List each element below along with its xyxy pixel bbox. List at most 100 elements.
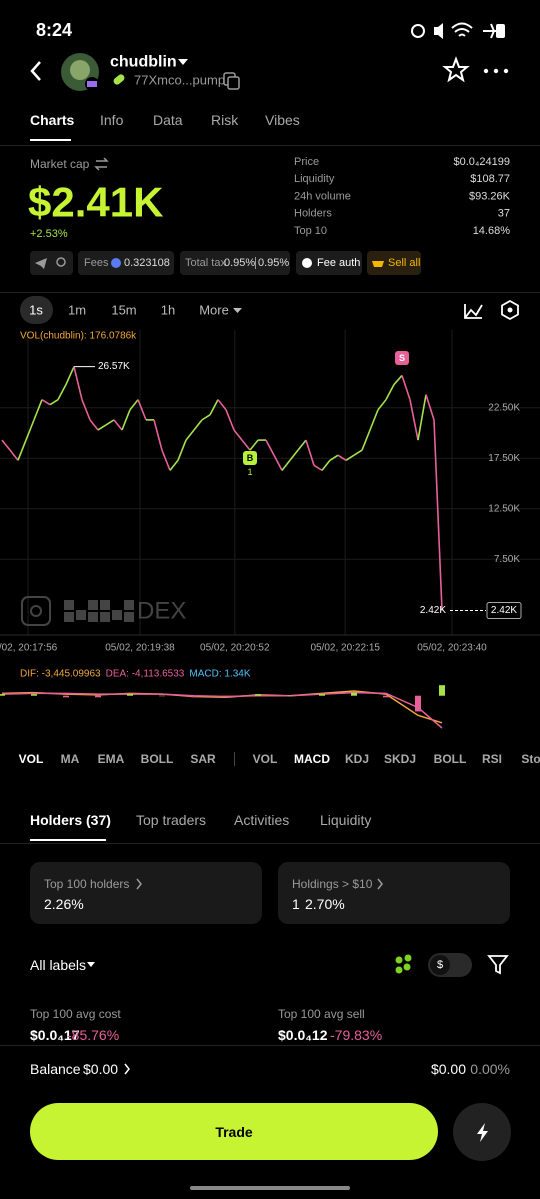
macd-bar	[223, 695, 229, 698]
indicator-icon[interactable]	[464, 304, 483, 319]
sell-all: Sell all	[388, 257, 420, 269]
holders-tab[interactable]: Top traders	[136, 812, 206, 828]
holders-tab[interactable]: Holders (37)	[30, 812, 111, 828]
card-count: 1	[292, 896, 300, 912]
price-segment	[217, 399, 227, 411]
x-tick-label: 05/02, 20:23:40	[417, 643, 487, 654]
y-tick-label: 7.50K	[494, 554, 520, 565]
more-dropdown	[233, 308, 242, 313]
tab[interactable]: Charts	[30, 112, 75, 128]
interval[interactable]: 1h	[161, 303, 175, 318]
price-segment	[89, 419, 99, 431]
indicator-tab[interactable]: MACD	[294, 752, 330, 766]
tab[interactable]: Risk	[211, 112, 239, 128]
favorite-star[interactable]	[442, 56, 470, 83]
stat-value: $0.0₄24199	[454, 156, 511, 168]
trade-label: Trade	[215, 1124, 253, 1140]
tab-underline	[30, 139, 71, 141]
chip[interactable]	[78, 251, 174, 275]
indicator-tab[interactable]: SKDJ	[384, 752, 416, 766]
indicator-tab[interactable]: EMA	[98, 752, 125, 766]
interval[interactable]: 1m	[68, 303, 86, 318]
chip[interactable]	[367, 251, 421, 275]
average-change: -85.76%	[67, 1027, 119, 1043]
stat-label: 24h volume	[294, 190, 351, 202]
tab[interactable]: Vibes	[265, 112, 300, 128]
chip[interactable]	[180, 251, 290, 275]
stat-label: Liquidity	[294, 173, 335, 185]
indicator-tab[interactable]: BOLL	[434, 752, 467, 766]
holders-tab[interactable]: Activities	[234, 812, 289, 828]
watermark-text: DEX	[137, 598, 186, 625]
interval[interactable]: 1s	[29, 303, 43, 318]
macd-bar	[95, 695, 101, 698]
price-segment	[329, 454, 339, 461]
interval[interactable]: 15m	[111, 303, 136, 318]
card-value: 2.26%	[44, 896, 84, 912]
fees-value: 0.323108	[124, 257, 170, 269]
watermark-logo	[124, 600, 134, 610]
indicator-tab[interactable]: KDJ	[345, 752, 369, 766]
indicator-tab[interactable]: MA	[61, 752, 80, 766]
chip[interactable]	[296, 251, 362, 275]
watermark-logo	[112, 610, 122, 620]
indicator-tab[interactable]: RSI	[482, 752, 502, 766]
card[interactable]	[278, 862, 510, 924]
bubble-icon	[395, 956, 403, 964]
price-segment	[105, 419, 115, 426]
copy-icon-back	[227, 76, 240, 90]
interval-selected	[20, 296, 53, 324]
back-button[interactable]	[30, 61, 41, 81]
indicator-tab[interactable]: BOLL	[141, 752, 174, 766]
name-dropdown[interactable]	[178, 59, 188, 65]
price-segment	[65, 366, 75, 385]
holders-tab[interactable]: Liquidity	[320, 812, 371, 828]
price-segment	[361, 429, 371, 451]
tab[interactable]: Data	[153, 112, 183, 128]
macd-bar	[31, 694, 37, 696]
tab[interactable]: Info	[100, 112, 124, 128]
filter-icon[interactable]	[487, 955, 509, 975]
buy-count: 1	[247, 467, 252, 477]
telegram-icon	[35, 258, 47, 269]
macd-bar	[191, 695, 197, 698]
interval[interactable]: More	[199, 303, 229, 318]
x-tick-label: 05/02, 20:19:38	[105, 643, 175, 654]
divider	[0, 843, 540, 844]
watermark-logo	[100, 600, 110, 610]
watermark-icon	[21, 596, 51, 626]
chip[interactable]	[30, 251, 73, 275]
search-icon	[56, 257, 66, 267]
bubble-icon	[395, 966, 403, 974]
macd-bar	[0, 694, 5, 696]
stat-value: $108.77	[470, 173, 510, 185]
card[interactable]	[30, 862, 262, 924]
price-segment	[169, 459, 179, 471]
card-value: 2.70%	[305, 896, 345, 912]
price-segment	[9, 449, 19, 461]
price-segment	[273, 454, 283, 471]
indicator-tab[interactable]: VOL	[253, 752, 278, 766]
average-price: $0.0₄17	[30, 1027, 80, 1043]
alarm-icon	[411, 24, 425, 38]
y-tick-label: 22.50K	[488, 402, 520, 413]
home-indicator	[190, 1186, 350, 1190]
balance-total: $0.00	[431, 1061, 466, 1077]
last-price-box	[486, 602, 522, 620]
indicator-tab[interactable]: Sto	[521, 752, 540, 766]
indicator-tab[interactable]: SAR	[190, 752, 216, 766]
token-address: 77Xmco...pump	[134, 73, 225, 88]
card-title: Top 100 holders	[44, 877, 129, 891]
peak-label: 26.57K	[98, 361, 130, 372]
price-segment	[97, 424, 107, 431]
card-title: Holdings > $10	[292, 877, 373, 891]
swap-icon[interactable]	[94, 157, 109, 171]
watermark-logo	[88, 612, 98, 622]
price-segment	[177, 439, 187, 461]
trade-button[interactable]	[30, 1103, 438, 1160]
settings-icon[interactable]	[501, 299, 519, 321]
indicator-tab[interactable]: VOL	[19, 752, 44, 766]
filter-dropdown[interactable]: All labels	[30, 957, 86, 973]
price-segment	[17, 439, 27, 461]
price-segment	[321, 459, 331, 471]
